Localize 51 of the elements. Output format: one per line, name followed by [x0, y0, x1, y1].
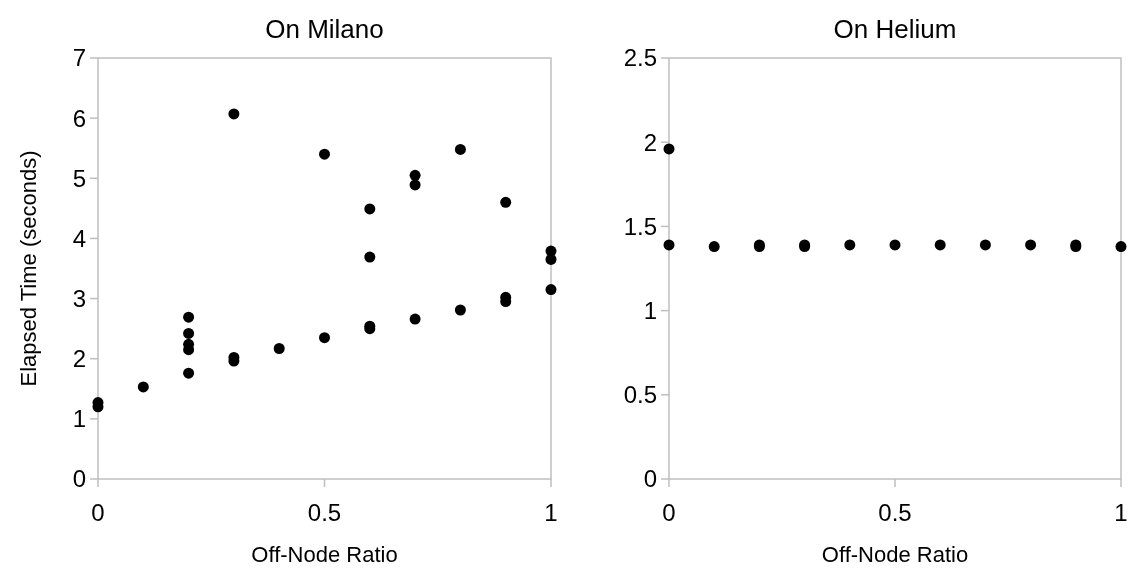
point — [409, 169, 421, 181]
x-tick-label: 0.5 — [878, 499, 912, 526]
point — [409, 313, 421, 325]
point — [454, 143, 466, 155]
chart-title: On Milano — [265, 14, 384, 44]
y-tick-label: 0 — [643, 465, 657, 493]
point — [183, 367, 195, 379]
point — [409, 179, 421, 191]
y-tick-label: 2 — [72, 345, 86, 373]
point — [273, 342, 285, 354]
point — [1115, 241, 1127, 253]
x-tick-label: 1 — [544, 499, 558, 526]
x-tick-label: 0 — [91, 499, 105, 526]
point — [454, 304, 466, 316]
point — [183, 311, 195, 323]
x-axis-title: Off-Node Ratio — [821, 542, 969, 567]
y-tick-label: 6 — [72, 104, 86, 132]
x-tick-label: 0.5 — [307, 499, 342, 526]
point — [319, 148, 330, 160]
point — [844, 239, 856, 251]
point — [183, 327, 195, 339]
point — [663, 143, 675, 155]
y-tick-label: 5 — [72, 164, 86, 192]
point — [364, 251, 376, 263]
y-tick-label: 2.5 — [623, 44, 657, 72]
point — [1025, 239, 1037, 251]
y-tick-label: 7 — [72, 44, 86, 72]
point — [979, 239, 991, 251]
x-tick-label: 0 — [662, 499, 676, 526]
point — [137, 381, 149, 393]
y-tick-label: 1 — [72, 405, 86, 433]
point — [708, 241, 720, 253]
y-tick-label: 1.5 — [623, 212, 657, 240]
chart-title: On Helium — [833, 14, 957, 44]
y-tick-label: 2 — [643, 128, 657, 156]
point — [319, 332, 330, 344]
point — [663, 239, 675, 251]
point — [545, 284, 557, 296]
point — [228, 108, 240, 120]
y-axis-title: Elapsed Time (seconds) — [16, 150, 41, 387]
point — [934, 239, 946, 251]
y-tick-label: 0 — [72, 465, 86, 493]
y-tick-label: 1 — [643, 297, 657, 324]
point — [889, 239, 901, 251]
x-tick-label: 1 — [1114, 499, 1128, 526]
point — [364, 203, 376, 215]
y-tick-label: 3 — [72, 284, 86, 312]
point — [500, 196, 512, 208]
y-tick-label: 4 — [72, 224, 86, 252]
y-tick-label: 0.5 — [623, 381, 657, 409]
x-axis-title: Off-Node Ratio — [251, 542, 398, 567]
